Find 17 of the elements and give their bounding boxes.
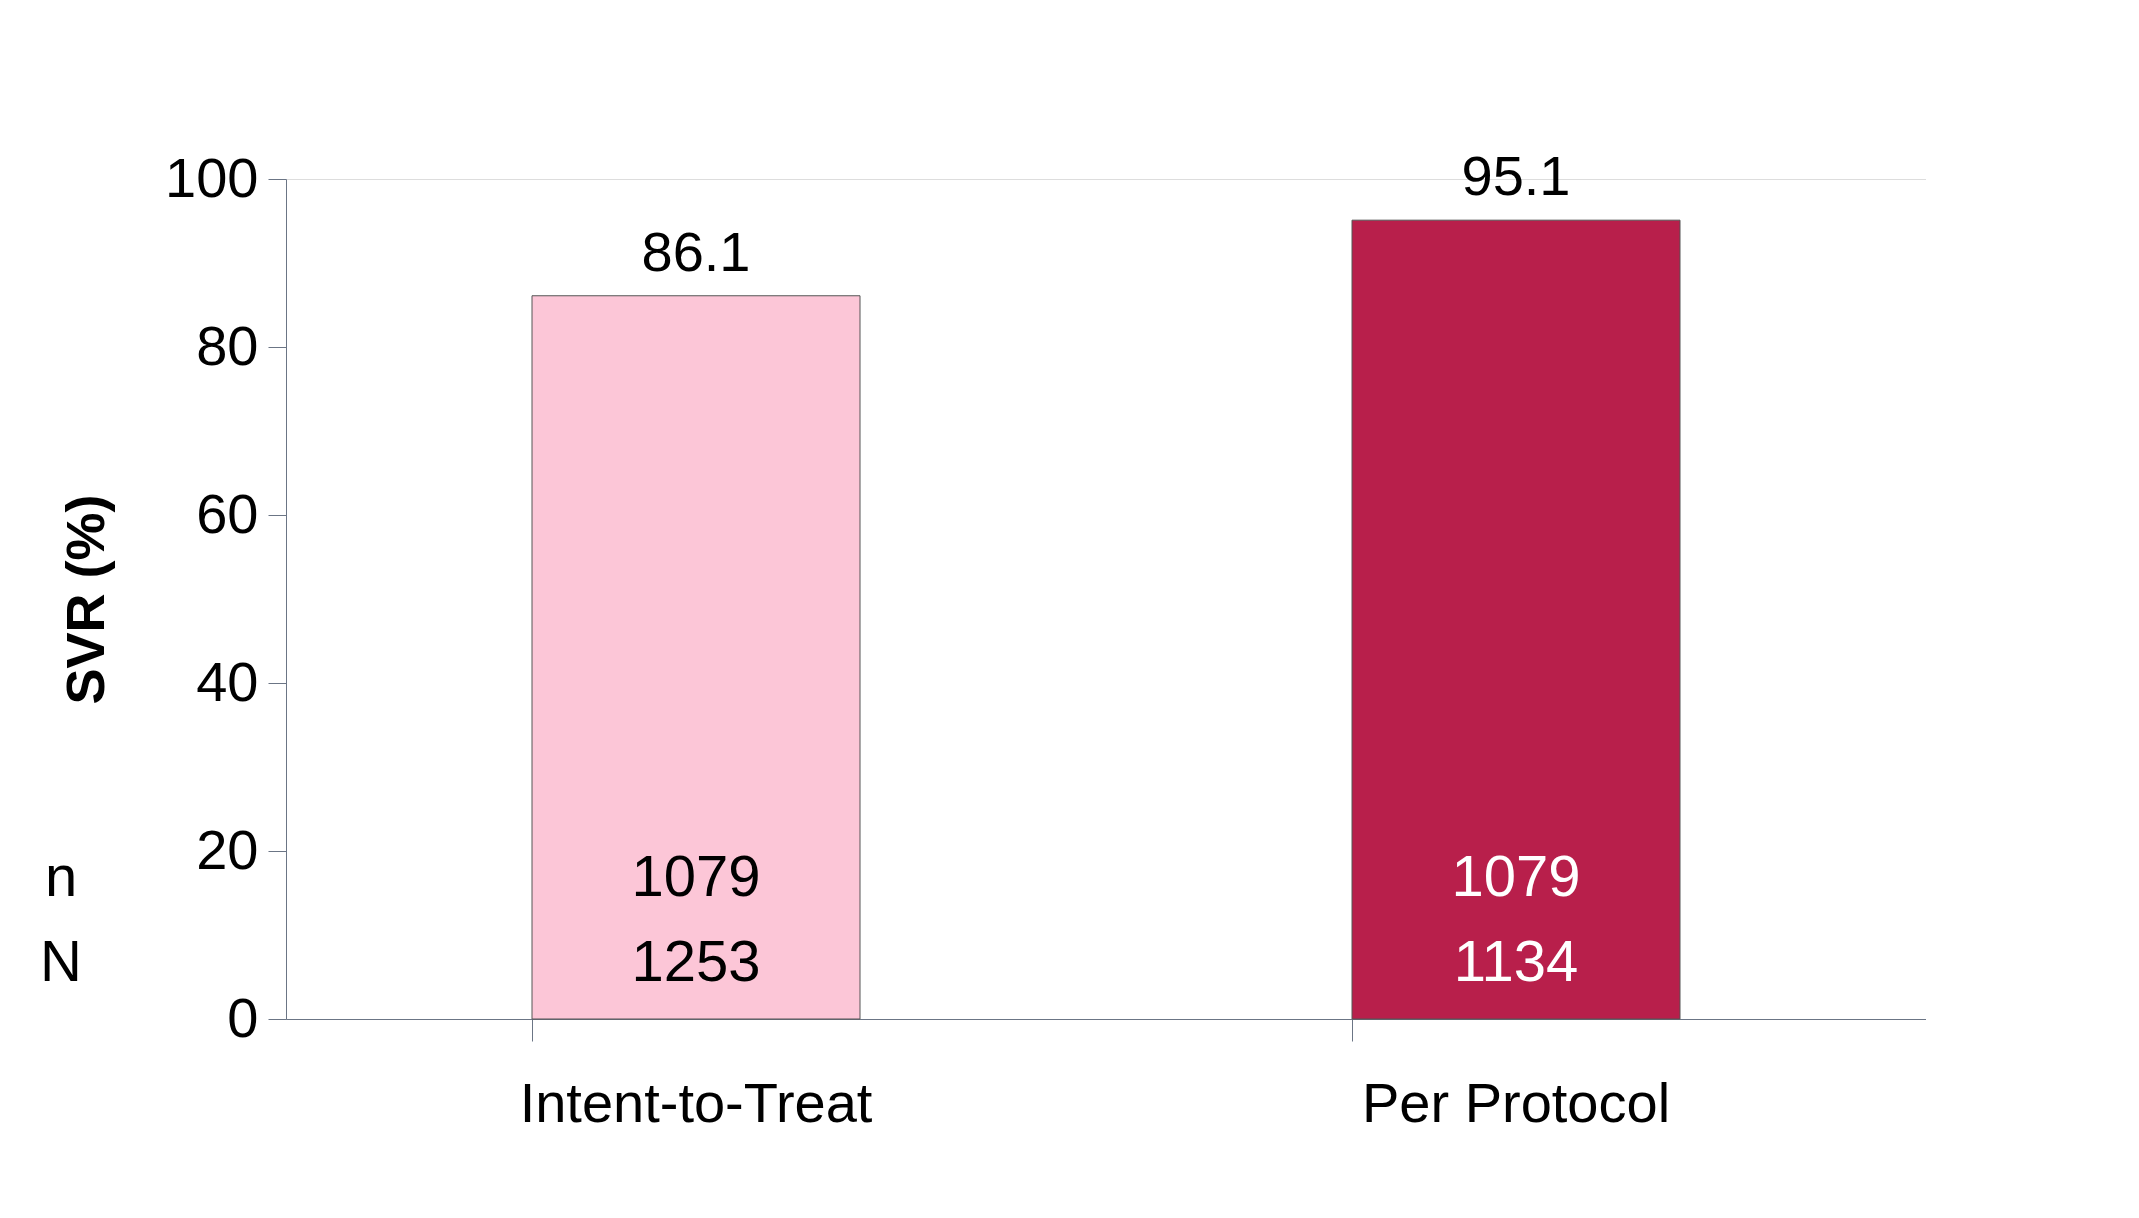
y-axis-title: SVR (%) <box>55 494 116 705</box>
x-tick-label: Intent-to-Treat <box>519 1070 873 1134</box>
text: N <box>40 928 82 993</box>
y-tick-label: 60 <box>196 481 259 545</box>
annotation: 1253 <box>631 928 761 993</box>
y-tick-label: 0 <box>227 985 259 1049</box>
y-tick-label: 20 <box>196 817 259 881</box>
annotation: 1079 <box>631 843 761 908</box>
y-tick-label: 100 <box>165 145 259 209</box>
text: n <box>44 843 78 908</box>
annotation: 1079 <box>1451 843 1581 908</box>
x-tick-label: Per Protocol <box>1361 1070 1671 1134</box>
data-label: 86.1 <box>641 219 751 283</box>
y-tick-label: 40 <box>196 649 259 713</box>
y-tick-label: 80 <box>196 313 259 377</box>
annotation: 1134 <box>1453 928 1579 993</box>
data-label: 95.1 <box>1461 144 1571 208</box>
